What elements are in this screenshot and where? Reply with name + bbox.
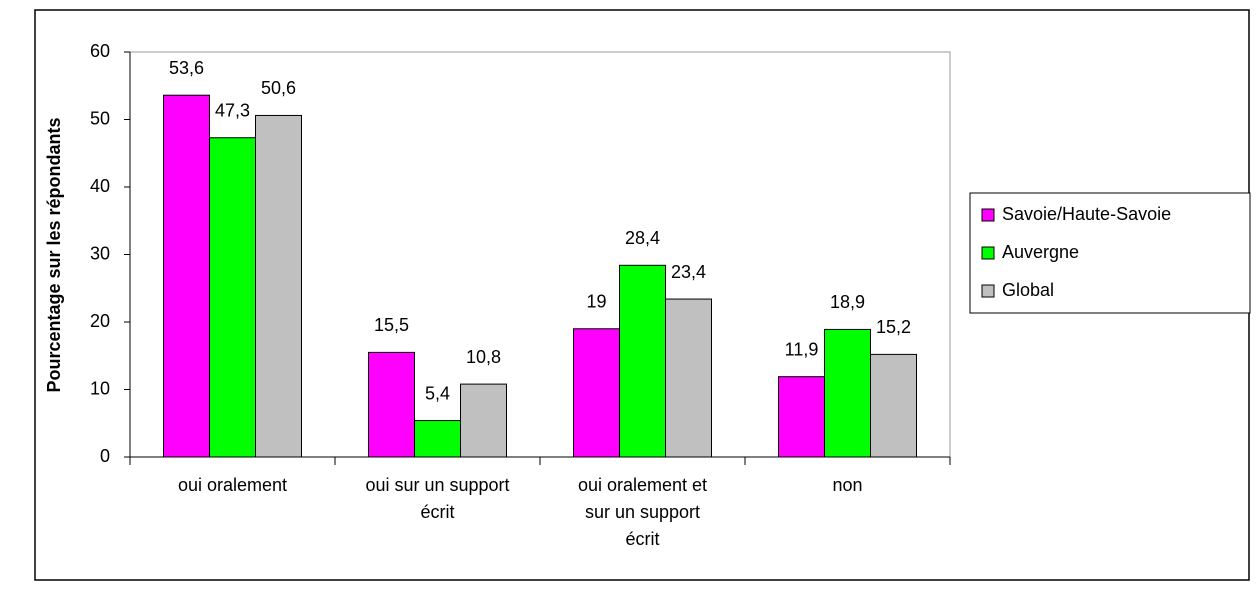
value-label: 47,3 <box>215 100 250 120</box>
value-label: 15,5 <box>374 315 409 335</box>
bar <box>414 420 461 458</box>
value-label: 53,6 <box>169 58 204 78</box>
y-tick-label: 40 <box>90 176 110 196</box>
y-tick-label: 50 <box>90 108 110 128</box>
y-tick-label: 10 <box>90 378 110 398</box>
bar <box>665 298 712 458</box>
legend-label: Auvergne <box>1002 242 1079 262</box>
legend-swatch <box>981 208 995 222</box>
value-label: 11,9 <box>785 339 819 359</box>
bar <box>163 94 210 458</box>
bar <box>619 264 666 458</box>
bar <box>870 353 917 458</box>
value-label: 10,8 <box>466 347 501 367</box>
value-label: 5,4 <box>425 383 450 403</box>
value-label: 28,4 <box>625 228 660 248</box>
legend-swatch <box>981 284 995 298</box>
legend <box>969 192 1251 314</box>
bar <box>778 376 825 458</box>
y-tick-label: 20 <box>90 311 110 331</box>
y-tick-label: 30 <box>90 243 110 263</box>
x-tick-label-box: oui sur un support écrit <box>365 475 510 522</box>
bar <box>368 351 415 458</box>
x-tick-label: non <box>832 475 863 495</box>
bar <box>573 328 620 458</box>
value-label: 18,9 <box>830 292 865 312</box>
legend-label: Global <box>1002 280 1054 300</box>
legend-swatch <box>981 246 995 260</box>
bar <box>255 114 302 458</box>
x-tick-label-box: oui oralement et sur un support écrit <box>577 475 708 549</box>
y-tick-label: 0 <box>100 446 110 466</box>
value-label: 50,6 <box>261 78 296 98</box>
value-label: 15,2 <box>876 317 911 337</box>
x-tick-label: oui oralement <box>177 475 288 495</box>
x-tick-label: oui sur un support écrit <box>365 475 510 522</box>
bar <box>209 137 256 458</box>
x-tick-label: oui oralement et sur un support écrit <box>577 475 708 549</box>
x-tick-label-box: oui oralement <box>177 475 288 495</box>
y-axis-label: Pourcentage sur les répondants <box>44 117 64 392</box>
bar <box>824 328 871 458</box>
y-tick-label: 60 <box>90 41 110 61</box>
value-label: 23,4 <box>671 262 706 282</box>
legend-label: Savoie/Haute-Savoie <box>1002 204 1171 224</box>
value-label: 19 <box>586 292 606 312</box>
x-tick-label-box: non <box>832 475 863 495</box>
bar <box>460 383 507 458</box>
